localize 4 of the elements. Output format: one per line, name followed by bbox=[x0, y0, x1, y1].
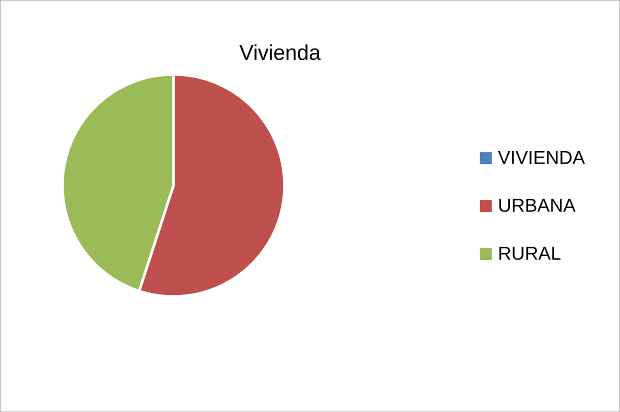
chart-title: Vivienda bbox=[239, 44, 321, 60]
legend-label: RURAL bbox=[499, 246, 560, 260]
legend-label: URBANA bbox=[499, 198, 576, 212]
legend-label: VIVIENDA bbox=[498, 150, 585, 164]
